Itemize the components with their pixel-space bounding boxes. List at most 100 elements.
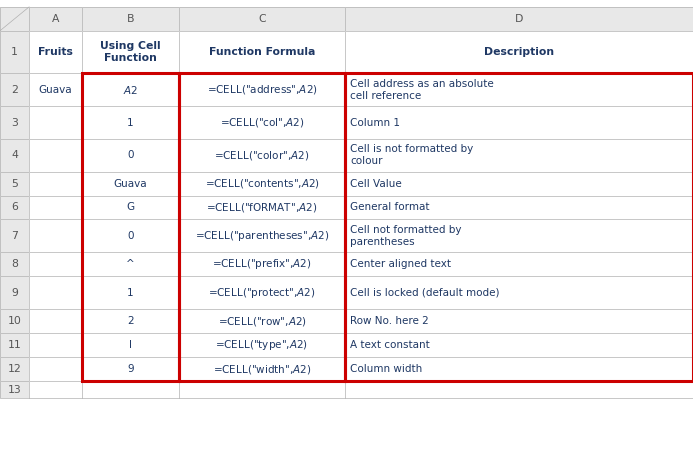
Bar xyxy=(179,172,345,196)
Text: Cell is locked (default mode): Cell is locked (default mode) xyxy=(350,288,500,298)
Bar xyxy=(0,73,29,106)
Text: General format: General format xyxy=(350,202,430,213)
Bar xyxy=(0,196,29,219)
Bar xyxy=(29,73,82,106)
Bar xyxy=(345,172,693,196)
Bar xyxy=(345,276,693,309)
Bar xyxy=(179,252,345,276)
Bar xyxy=(0,219,29,252)
Bar xyxy=(0,309,29,333)
Text: 9: 9 xyxy=(11,288,18,298)
Text: 3: 3 xyxy=(11,118,18,128)
Bar xyxy=(0,381,29,398)
Bar xyxy=(179,73,345,106)
Text: Column 1: Column 1 xyxy=(350,118,400,128)
Text: =CELL("col",$A$2): =CELL("col",$A$2) xyxy=(220,116,304,129)
Bar xyxy=(82,196,179,219)
Bar xyxy=(29,139,82,172)
Bar xyxy=(179,106,345,139)
Bar xyxy=(179,139,345,172)
Text: =CELL("width",$A$2): =CELL("width",$A$2) xyxy=(213,363,311,375)
Bar xyxy=(0,73,29,106)
Bar xyxy=(179,219,345,252)
Bar xyxy=(0,276,29,309)
Bar xyxy=(82,196,179,219)
Bar xyxy=(29,7,82,31)
Bar xyxy=(29,381,82,398)
Bar xyxy=(29,357,82,381)
Text: 13: 13 xyxy=(8,385,21,395)
Text: 4: 4 xyxy=(11,150,18,160)
Text: 12: 12 xyxy=(8,364,21,374)
Text: 7: 7 xyxy=(11,231,18,241)
Text: Using Cell
Function: Using Cell Function xyxy=(100,41,161,63)
Text: Fruits: Fruits xyxy=(38,47,73,57)
Bar xyxy=(179,333,345,357)
Bar xyxy=(345,196,693,219)
Bar xyxy=(82,73,179,106)
Bar xyxy=(345,73,693,106)
Bar xyxy=(0,309,29,333)
Text: =CELL("color",$A$2): =CELL("color",$A$2) xyxy=(214,149,310,162)
Text: B: B xyxy=(127,14,134,24)
Bar xyxy=(29,196,82,219)
Text: Column width: Column width xyxy=(350,364,422,374)
Bar xyxy=(345,333,693,357)
Text: 1: 1 xyxy=(127,288,134,298)
Bar xyxy=(179,252,345,276)
Bar xyxy=(0,196,29,219)
Bar xyxy=(0,381,29,398)
Text: =CELL("parentheses",$A$2): =CELL("parentheses",$A$2) xyxy=(195,229,329,243)
Bar xyxy=(29,252,82,276)
Bar xyxy=(345,196,693,219)
Bar xyxy=(179,73,345,106)
Text: A text constant: A text constant xyxy=(350,340,430,350)
Bar xyxy=(179,276,345,309)
Bar xyxy=(179,219,345,252)
Bar xyxy=(345,252,693,276)
Bar xyxy=(29,252,82,276)
Bar xyxy=(345,139,693,172)
Bar xyxy=(29,31,82,73)
Bar xyxy=(82,73,179,106)
Text: 6: 6 xyxy=(11,202,18,213)
Bar xyxy=(82,172,179,196)
Text: 2: 2 xyxy=(11,85,18,95)
Text: Guava: Guava xyxy=(39,85,72,95)
Text: Cell not formatted by
parentheses: Cell not formatted by parentheses xyxy=(350,225,462,247)
Text: 9: 9 xyxy=(127,364,134,374)
Text: 1: 1 xyxy=(127,118,134,128)
Bar xyxy=(29,381,82,398)
Bar xyxy=(82,309,179,333)
Bar xyxy=(29,219,82,252)
Bar xyxy=(345,357,693,381)
Text: $A$2: $A$2 xyxy=(123,84,138,96)
Bar xyxy=(179,381,345,398)
Text: =CELL("address",$A$2): =CELL("address",$A$2) xyxy=(207,84,317,96)
Bar xyxy=(82,7,179,31)
Bar xyxy=(345,333,693,357)
Bar xyxy=(179,309,345,333)
Bar xyxy=(82,357,179,381)
Text: Function Formula: Function Formula xyxy=(209,47,315,57)
Bar xyxy=(29,333,82,357)
Bar xyxy=(179,7,345,31)
Bar xyxy=(345,139,693,172)
Bar xyxy=(29,31,82,73)
Bar xyxy=(179,31,345,73)
Bar xyxy=(179,357,345,381)
Bar xyxy=(179,7,345,31)
Bar xyxy=(82,333,179,357)
Bar xyxy=(0,139,29,172)
Bar xyxy=(82,7,179,31)
Bar xyxy=(82,106,179,139)
Bar xyxy=(29,276,82,309)
Bar xyxy=(0,357,29,381)
Bar xyxy=(0,139,29,172)
Bar xyxy=(82,172,179,196)
Bar xyxy=(82,276,179,309)
Bar xyxy=(82,219,179,252)
Bar xyxy=(29,7,82,31)
Text: =CELL("contents",$A$2): =CELL("contents",$A$2) xyxy=(204,177,319,190)
Bar xyxy=(82,333,179,357)
